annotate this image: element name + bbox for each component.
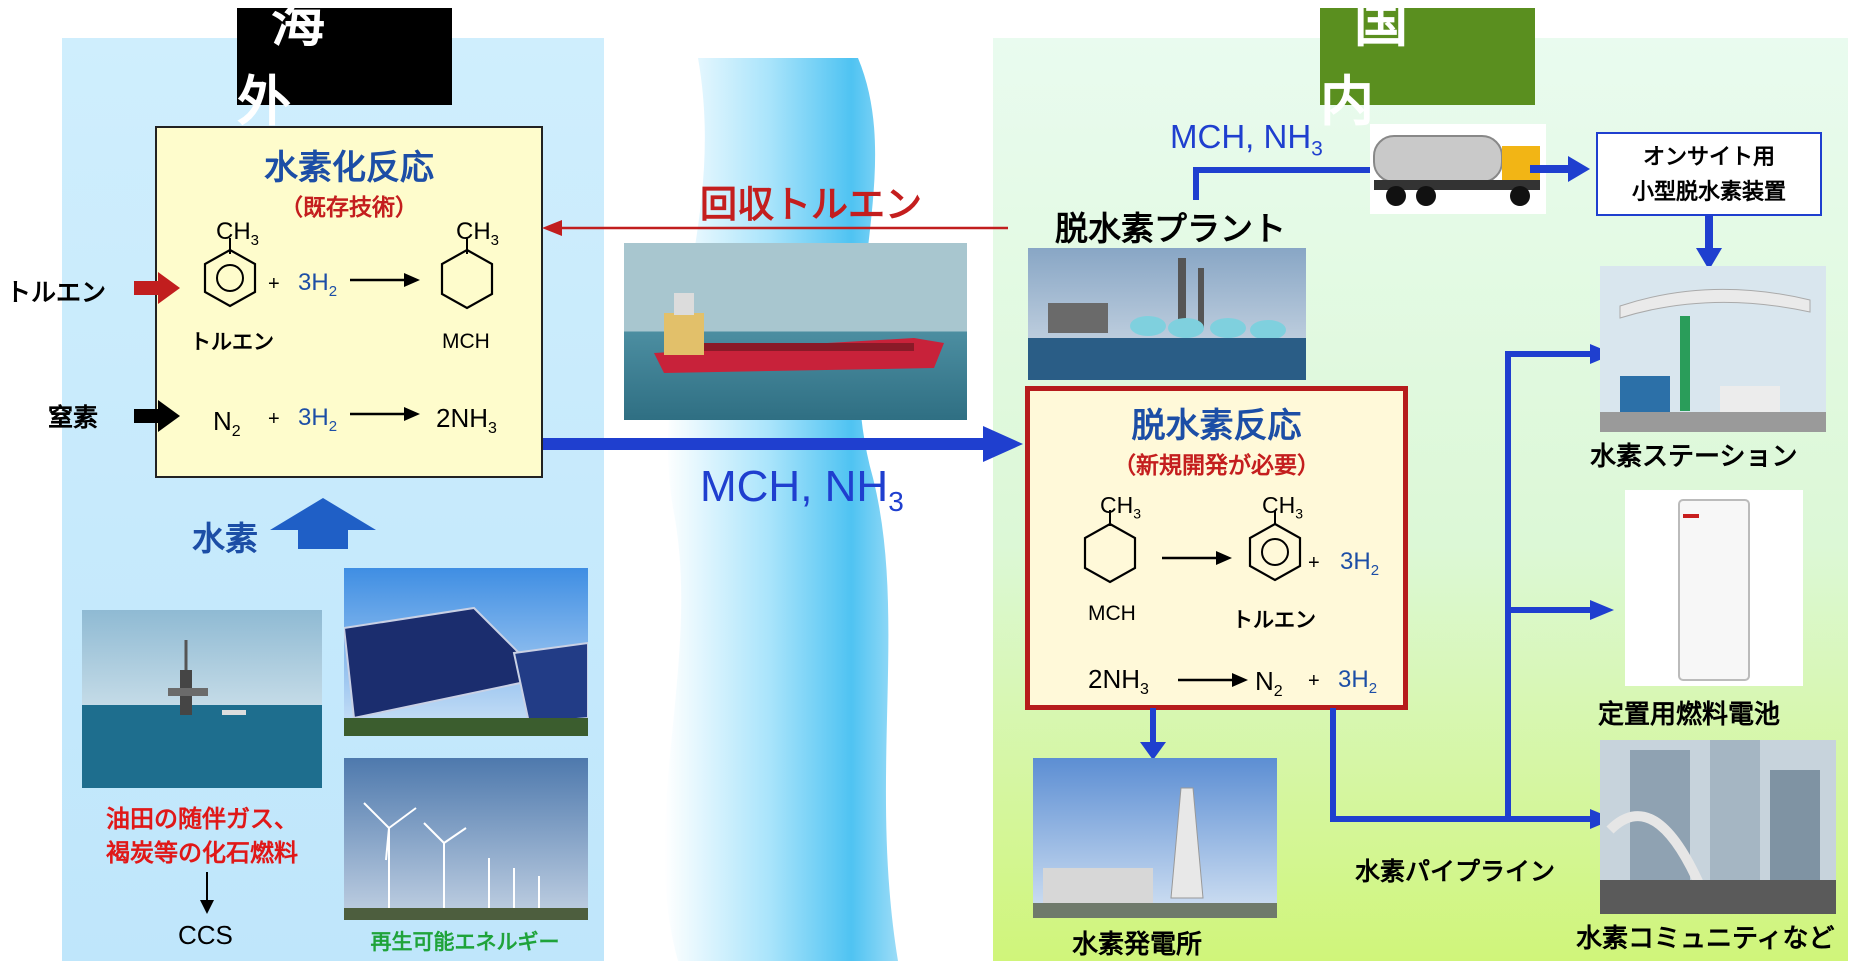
domestic-tag: 国 内 xyxy=(1320,0,1535,133)
dehyd-3h2-2: 3H2 xyxy=(1338,666,1378,697)
toluene-structure xyxy=(203,238,257,308)
onsite-dehydrogenation-box: オンサイト用 小型脱水素装置 xyxy=(1596,132,1822,216)
dehyd-to-power-arrow xyxy=(1140,708,1166,760)
hydrogen-pipeline-network xyxy=(1330,344,1614,829)
hyd-n2: N2 xyxy=(213,406,241,441)
hyd-toluene-label: トルエン xyxy=(190,330,274,354)
tanker-truck-photo xyxy=(1370,124,1546,214)
dehydrogenation-subtitle: （新規開発が必要） xyxy=(1113,453,1320,479)
mch-nh3-truck-label: MCH, NH3 xyxy=(1170,118,1323,161)
fossil-line-2: 褐炭等の化石燃料 xyxy=(106,839,298,867)
dehyd-mch-methyl: CH3 xyxy=(1100,492,1142,522)
hyd-plus-1: + xyxy=(268,273,280,295)
dehyd-mch-label: MCH xyxy=(1088,602,1136,625)
hyd-plus-2: + xyxy=(268,408,280,430)
onsite-line-1: オンサイト用 xyxy=(1642,145,1775,170)
hydrogen-community-label: 水素コミュニティなど xyxy=(1576,924,1835,954)
hydrogen-up-arrow xyxy=(270,498,376,549)
input-nitrogen-label: 窒素 xyxy=(48,403,99,432)
hydrogen-station-label: 水素ステーション xyxy=(1590,442,1798,472)
dehyd-mch-structure xyxy=(1083,510,1137,584)
dehyd-arrow-1 xyxy=(1162,551,1232,565)
power-plant-label: 水素発電所 xyxy=(1072,930,1203,960)
hydrogen-station-photo xyxy=(1600,266,1826,432)
dehyd-plus-2: + xyxy=(1308,670,1320,692)
hyd-2nh3: 2NH3 xyxy=(436,403,497,438)
toluene-input-arrow xyxy=(134,272,180,304)
onsite-to-station-arrow xyxy=(1696,216,1722,270)
mch-methyl: CH3 xyxy=(456,218,500,249)
hyd-3h2-1: 3H2 xyxy=(298,269,338,300)
ccs-label: CCS xyxy=(178,920,233,950)
mch-nh3-transport-label: MCH, NH3 xyxy=(700,462,904,517)
truck-to-onsite-arrow xyxy=(1530,156,1590,182)
mch-nh3-transport-arrow xyxy=(543,426,1023,462)
hyd-arrow-2 xyxy=(350,407,420,421)
hyd-arrow-1 xyxy=(350,273,420,287)
fossil-line-1: 油田の随伴ガス、 xyxy=(106,805,298,833)
hydrogen-community-photo xyxy=(1600,740,1836,914)
recovered-toluene-label: 回収トルエン xyxy=(700,183,922,226)
hydrogenation-subtitle: （既存技術） xyxy=(280,195,418,221)
dehyd-toluene-structure xyxy=(1248,510,1302,582)
dehyd-toluene-label: トルエン xyxy=(1232,608,1316,632)
fossil-source-label: 油田の随伴ガス、 褐炭等の化石燃料 xyxy=(72,802,332,870)
nitrogen-input-arrow xyxy=(134,400,180,432)
dehyd-2nh3: 2NH3 xyxy=(1088,664,1149,699)
fuel-cell-photo xyxy=(1625,490,1803,686)
dehydrogenation-title: 脱水素反応 xyxy=(1131,406,1302,446)
hydrogenation-title: 水素化反応 xyxy=(264,148,434,188)
onsite-line-2: 小型脱水素装置 xyxy=(1631,180,1786,205)
plant-to-truck-line xyxy=(1193,167,1388,200)
wind-turbine-photo xyxy=(344,758,588,920)
hyd-3h2-2: 3H2 xyxy=(298,404,338,435)
dehydrogenation-box xyxy=(1025,386,1408,710)
tanker-ship-photo xyxy=(624,243,967,420)
dehyd-arrow-2 xyxy=(1178,673,1248,687)
fuel-cell-label: 定置用燃料電池 xyxy=(1598,700,1781,730)
solar-panel-photo xyxy=(344,568,588,736)
offshore-rig-photo xyxy=(82,610,322,788)
overseas-tag: 海 外 xyxy=(237,0,452,133)
power-plant-photo xyxy=(1033,758,1277,918)
dehydrogenation-plant-photo xyxy=(1028,248,1306,380)
dehyd-n2: N2 xyxy=(1255,666,1283,701)
mch-structure xyxy=(440,238,494,310)
hydrogen-label: 水素 xyxy=(192,519,258,558)
dehyd-plus-1: + xyxy=(1308,552,1320,574)
input-toluene-label: トルエン xyxy=(6,278,107,307)
dehyd-toluene-methyl: CH3 xyxy=(1262,492,1304,522)
dehyd-3h2-1: 3H2 xyxy=(1340,548,1380,579)
recovered-toluene-arrow xyxy=(542,220,1008,236)
hydrogen-pipeline-label: 水素パイプライン xyxy=(1355,857,1556,886)
ccs-down-arrow xyxy=(200,872,214,914)
dehydrogenation-plant-label: 脱水素プラント xyxy=(1055,209,1286,248)
toluene-methyl: CH3 xyxy=(216,218,260,249)
hyd-mch-label: MCH xyxy=(442,330,490,353)
renewable-label: 再生可能エネルギー xyxy=(370,930,560,954)
